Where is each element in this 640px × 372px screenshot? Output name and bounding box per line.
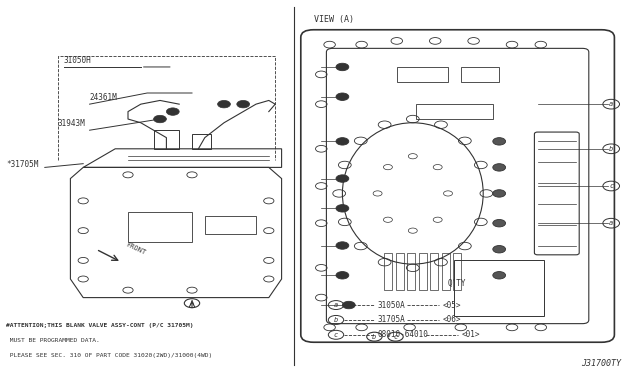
Text: *31705M: *31705M	[6, 160, 39, 169]
Circle shape	[336, 63, 349, 71]
Circle shape	[336, 242, 349, 249]
Circle shape	[336, 272, 349, 279]
Bar	[384, 253, 392, 290]
Circle shape	[336, 175, 349, 182]
Circle shape	[166, 108, 179, 115]
Bar	[154, 130, 179, 149]
Bar	[453, 253, 461, 290]
Circle shape	[493, 272, 506, 279]
Text: 31705A: 31705A	[378, 315, 405, 324]
Bar	[192, 134, 211, 149]
Text: b: b	[372, 334, 376, 340]
Circle shape	[336, 138, 349, 145]
Text: a: a	[609, 101, 613, 107]
Circle shape	[336, 93, 349, 100]
Text: c: c	[334, 332, 338, 338]
Text: b: b	[334, 317, 338, 323]
Bar	[205, 216, 256, 234]
Text: A: A	[190, 300, 194, 306]
Circle shape	[336, 205, 349, 212]
Bar	[416, 104, 493, 119]
Bar	[461, 67, 499, 82]
Text: b: b	[609, 146, 613, 152]
Text: c: c	[609, 183, 613, 189]
Text: PLEASE SEE SEC. 310 OF PART CODE 31020(2WD)/31000(4WD): PLEASE SEE SEC. 310 OF PART CODE 31020(2…	[6, 353, 212, 358]
Circle shape	[493, 219, 506, 227]
Text: 31943M: 31943M	[58, 119, 85, 128]
Circle shape	[493, 138, 506, 145]
Bar	[407, 253, 415, 290]
Circle shape	[218, 100, 230, 108]
Circle shape	[237, 100, 250, 108]
Bar	[396, 253, 404, 290]
Text: 24361M: 24361M	[90, 93, 117, 102]
Text: J31700TY: J31700TY	[581, 359, 621, 368]
Circle shape	[493, 190, 506, 197]
Text: 08010-64010: 08010-64010	[378, 330, 428, 339]
Circle shape	[154, 115, 166, 123]
Bar	[419, 253, 427, 290]
Text: FRONT: FRONT	[125, 241, 147, 256]
Text: MUST BE PROGRAMMED DATA.: MUST BE PROGRAMMED DATA.	[6, 338, 100, 343]
Bar	[430, 253, 438, 290]
Bar	[397, 67, 448, 82]
Text: Q'TY: Q'TY	[448, 279, 467, 288]
Text: <05>: <05>	[442, 301, 461, 310]
Text: a: a	[334, 302, 338, 308]
Text: a: a	[609, 220, 613, 226]
Text: <06>: <06>	[442, 315, 461, 324]
Text: <01>: <01>	[461, 330, 480, 339]
Circle shape	[493, 246, 506, 253]
Circle shape	[342, 301, 355, 309]
Text: 31050A: 31050A	[378, 301, 405, 310]
Bar	[442, 253, 450, 290]
Text: 31050H: 31050H	[64, 56, 92, 65]
Text: VIEW (A): VIEW (A)	[314, 15, 354, 24]
Circle shape	[493, 164, 506, 171]
Bar	[454, 260, 544, 316]
Bar	[128, 212, 192, 242]
Text: #ATTENTION;THIS BLANK VALVE ASSY-CONT (P/C 31705M): #ATTENTION;THIS BLANK VALVE ASSY-CONT (P…	[6, 323, 194, 328]
Text: c: c	[394, 334, 397, 340]
